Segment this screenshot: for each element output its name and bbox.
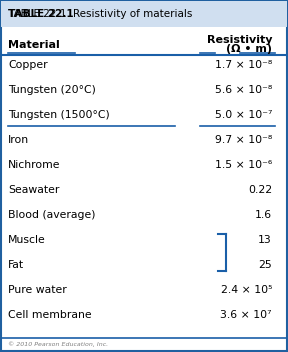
Text: Fat: Fat bbox=[8, 260, 24, 270]
Text: 3.6 × 10⁷: 3.6 × 10⁷ bbox=[221, 310, 272, 320]
Text: Resistivity: Resistivity bbox=[206, 35, 272, 45]
Text: Nichrome: Nichrome bbox=[8, 160, 60, 170]
Text: (Ω • m): (Ω • m) bbox=[226, 44, 272, 54]
Text: TABLE 22.1  Resistivity of materials: TABLE 22.1 Resistivity of materials bbox=[8, 9, 192, 19]
Text: Iron: Iron bbox=[8, 135, 29, 145]
Text: Tungsten (20°C): Tungsten (20°C) bbox=[8, 85, 96, 95]
Text: 2.4 × 10⁵: 2.4 × 10⁵ bbox=[221, 285, 272, 295]
Text: 1.5 × 10⁻⁶: 1.5 × 10⁻⁶ bbox=[215, 160, 272, 170]
Text: 25: 25 bbox=[258, 260, 272, 270]
Text: 9.7 × 10⁻⁸: 9.7 × 10⁻⁸ bbox=[215, 135, 272, 145]
Text: Seawater: Seawater bbox=[8, 185, 59, 195]
Text: Material: Material bbox=[8, 40, 60, 50]
Text: Pure water: Pure water bbox=[8, 285, 67, 295]
Text: Muscle: Muscle bbox=[8, 235, 46, 245]
Text: Blood (average): Blood (average) bbox=[8, 210, 96, 220]
Text: Tungsten (1500°C): Tungsten (1500°C) bbox=[8, 110, 110, 120]
FancyBboxPatch shape bbox=[1, 1, 287, 27]
Text: 13: 13 bbox=[258, 235, 272, 245]
Text: © 2010 Pearson Education, Inc.: © 2010 Pearson Education, Inc. bbox=[8, 341, 108, 347]
Text: 0.22: 0.22 bbox=[248, 185, 272, 195]
Text: Cell membrane: Cell membrane bbox=[8, 310, 92, 320]
Text: 5.6 × 10⁻⁸: 5.6 × 10⁻⁸ bbox=[215, 85, 272, 95]
Text: 5.0 × 10⁻⁷: 5.0 × 10⁻⁷ bbox=[215, 110, 272, 120]
Text: 1.7 × 10⁻⁸: 1.7 × 10⁻⁸ bbox=[215, 60, 272, 70]
Text: 1.6: 1.6 bbox=[255, 210, 272, 220]
Text: Copper: Copper bbox=[8, 60, 48, 70]
Text: TABLE 22.1: TABLE 22.1 bbox=[8, 9, 74, 19]
